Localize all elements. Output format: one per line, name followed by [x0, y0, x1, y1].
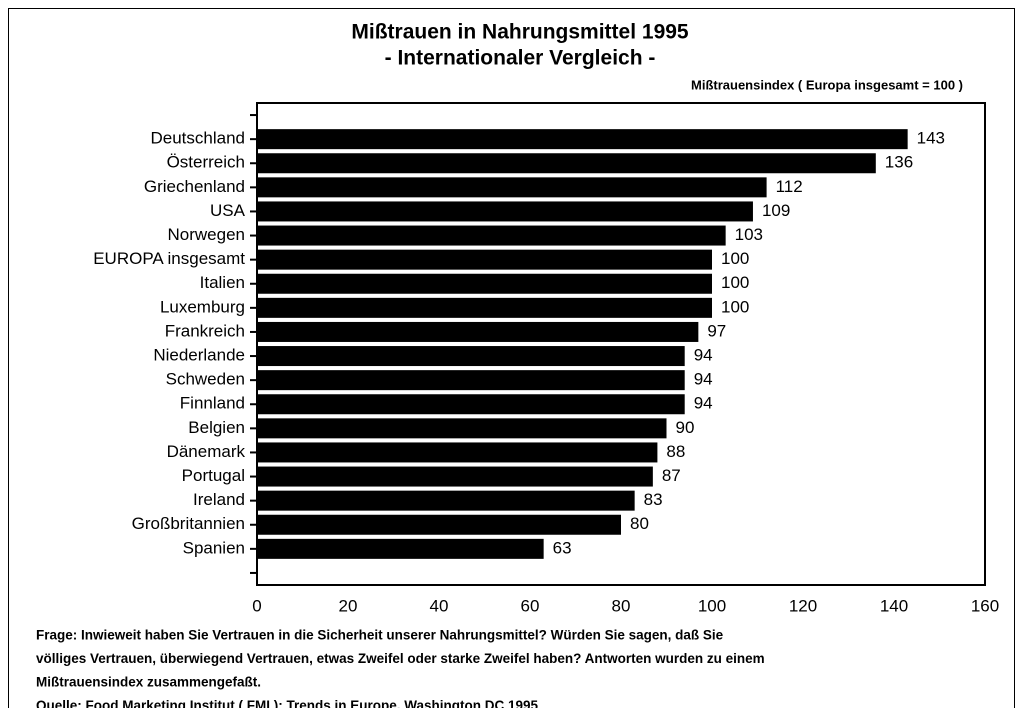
bar — [257, 514, 621, 535]
bar — [257, 538, 544, 559]
value-label: 94 — [694, 346, 713, 365]
bar — [257, 249, 712, 270]
note: Frage: Inwieweit haben Sie Vertrauen in … — [36, 628, 724, 643]
value-label: 94 — [694, 394, 713, 413]
y-tick-label: Luxemburg — [160, 297, 245, 316]
note: völliges Vertrauen, überwiegend Vertraue… — [36, 651, 765, 666]
bar — [257, 394, 685, 415]
x-tick-label: 60 — [521, 596, 540, 615]
value-label: 94 — [694, 370, 713, 389]
bar — [257, 129, 908, 150]
bar — [257, 442, 658, 463]
y-tick-label: Norwegen — [168, 225, 246, 244]
bar — [257, 273, 712, 294]
x-tick-label: 100 — [698, 596, 726, 615]
y-tick-label: Niederlande — [153, 346, 245, 365]
value-label: 63 — [553, 538, 572, 557]
value-label: 80 — [630, 514, 649, 533]
x-tick-label: 0 — [252, 596, 261, 615]
y-tick-label: Deutschland — [150, 129, 245, 148]
value-label: 100 — [721, 273, 749, 292]
chart-title: Mißtrauen in Nahrungsmittel 1995 — [351, 21, 689, 44]
y-tick-label: Finnland — [180, 394, 245, 413]
value-label: 100 — [721, 249, 749, 268]
bar — [257, 418, 667, 439]
x-tick-label: 160 — [971, 596, 999, 615]
bar — [257, 490, 635, 511]
y-tick-label: Großbritannien — [132, 514, 245, 533]
bar — [257, 370, 685, 391]
y-tick-label: Ireland — [193, 490, 245, 509]
y-tick-label: Schweden — [166, 370, 245, 389]
bar — [257, 297, 712, 318]
bar — [257, 153, 876, 174]
x-tick-label: 120 — [789, 596, 817, 615]
y-tick-label: Belgien — [188, 418, 245, 437]
plot-area — [256, 102, 986, 586]
bar — [257, 177, 767, 198]
y-tick-label: Dänemark — [167, 442, 246, 461]
value-label: 109 — [762, 201, 790, 220]
value-label: 103 — [735, 225, 763, 244]
bar — [257, 466, 653, 487]
y-tick-label: Griechenland — [144, 177, 245, 196]
value-label: 112 — [776, 177, 803, 196]
y-tick-label: Spanien — [183, 538, 245, 557]
value-label: 136 — [885, 153, 913, 172]
x-tick-label: 80 — [612, 596, 631, 615]
x-tick-label: 20 — [339, 596, 358, 615]
bar — [257, 321, 699, 342]
note: Mißtrauensindex zusammengefaßt. — [36, 675, 261, 690]
y-tick-label: Portugal — [182, 466, 245, 485]
value-label: 83 — [644, 490, 663, 509]
bar — [257, 346, 685, 367]
y-tick-label: USA — [210, 201, 246, 220]
frame — [8, 8, 1015, 708]
chart-subtitle: - Internationaler Vergleich - — [385, 47, 656, 70]
value-label: 87 — [662, 466, 681, 485]
y-tick-label: Österreich — [167, 153, 245, 172]
value-label: 88 — [666, 442, 685, 461]
y-tick-label: Frankreich — [165, 321, 245, 340]
x-tick-label: 140 — [880, 596, 908, 615]
y-tick-label: Italien — [200, 273, 245, 292]
value-label: 90 — [676, 418, 695, 437]
bar — [257, 201, 753, 222]
bar — [257, 225, 726, 246]
note: Quelle: Food Marketing Institut ( FMI ):… — [36, 698, 539, 708]
value-label: 143 — [917, 129, 945, 148]
axis-note: Mißtrauensindex ( Europa insgesamt = 100… — [691, 77, 963, 92]
x-tick-label: 40 — [430, 596, 449, 615]
value-label: 97 — [707, 321, 726, 340]
value-label: 100 — [721, 297, 749, 316]
y-tick-label: EUROPA insgesamt — [93, 249, 245, 268]
